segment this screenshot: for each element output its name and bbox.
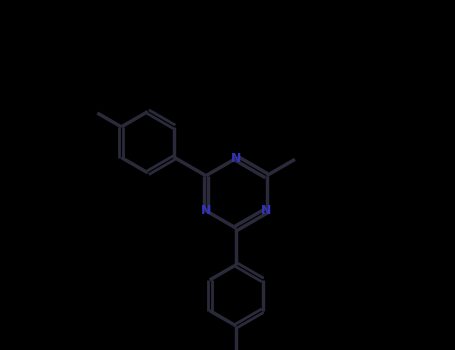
Text: N: N <box>231 152 242 165</box>
Text: N: N <box>261 204 272 217</box>
Text: N: N <box>201 204 211 217</box>
